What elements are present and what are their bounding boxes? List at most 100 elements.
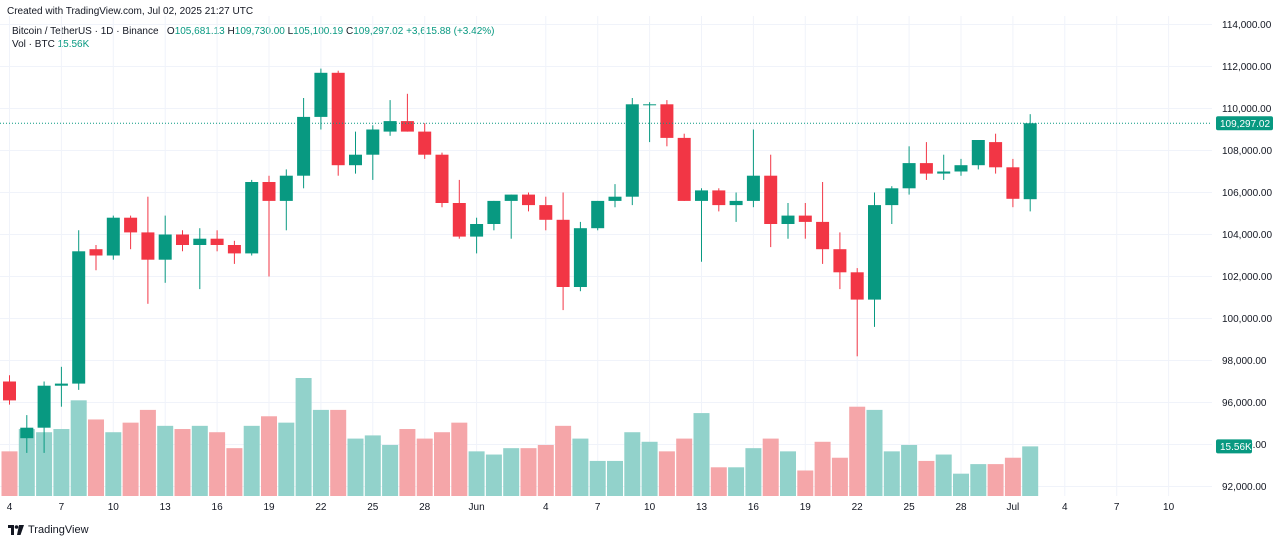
volume-bar [953, 473, 969, 496]
volume-bar [728, 467, 745, 496]
volume-bar [36, 432, 53, 496]
candle-body [660, 104, 674, 138]
date-tick-label: 25 [904, 502, 916, 513]
price-tick-label: 102,000.00 [1222, 272, 1272, 283]
high-value: 109,730.00 [234, 26, 285, 37]
volume-bar [209, 432, 226, 496]
volume-legend: Vol · BTC 15.56K [12, 39, 89, 50]
volume-bar [814, 441, 831, 496]
volume-bar [122, 422, 139, 496]
close-label: C [346, 26, 354, 37]
candle-body [487, 200, 501, 224]
candle-body [1006, 167, 1020, 199]
price-axis[interactable]: 92,000.0094,000.0096,000.0098,000.00100,… [1222, 20, 1272, 493]
candle-body [435, 154, 449, 203]
candle-body [54, 383, 68, 386]
candle-body [418, 131, 432, 155]
candle-body [400, 121, 414, 132]
price-tick-label: 104,000.00 [1222, 230, 1272, 241]
symbol-name[interactable]: Bitcoin / TetherUS · 1D · Binance [12, 26, 159, 37]
candle-body [764, 175, 778, 224]
volume-bar [987, 464, 1004, 496]
candle-body [176, 234, 189, 245]
volume-bar [191, 425, 208, 496]
candle-body [141, 232, 155, 260]
tradingview-footer[interactable]: TradingView [8, 524, 89, 536]
date-tick-label: 7 [595, 502, 601, 513]
candle-body [1023, 123, 1037, 200]
volume-bar [503, 448, 520, 496]
candle-body [573, 228, 587, 287]
date-tick-label: 4 [543, 502, 549, 513]
volume-bar [18, 429, 35, 496]
candle-body [885, 188, 899, 206]
volume-bar [243, 425, 260, 496]
volume-value: 15.56K [57, 39, 90, 50]
volume-bar [382, 444, 399, 496]
date-tick-label: 10 [1163, 502, 1175, 513]
time-axis[interactable]: 4 7 10 13 16 19 22 25 28 Jun 4 7 10 13 16 19 22 25 28 Jul 4 7… [7, 502, 1175, 513]
candle-body [591, 200, 605, 229]
date-tick-label: 22 [852, 502, 864, 513]
volume-bar [555, 425, 572, 496]
candle-body [608, 196, 622, 201]
candle-body [349, 154, 362, 166]
volume-bar [468, 451, 485, 496]
candle-body [20, 427, 34, 439]
last-volume-label: 15.56K [1220, 442, 1252, 453]
close-value: 109,297.02 [353, 26, 404, 37]
open-value: 105,681.13 [174, 26, 225, 37]
volume-label[interactable]: Vol · BTC [12, 39, 55, 50]
candle-body [504, 194, 518, 201]
price-tick-label: 108,000.00 [1222, 146, 1272, 157]
volume-bar [935, 454, 952, 496]
volume-bar [607, 460, 623, 496]
volume-bar [1004, 457, 1021, 496]
volume-bar [589, 460, 606, 496]
date-tick-label: 7 [59, 502, 65, 513]
candle-body [902, 163, 916, 189]
volume-bar [278, 422, 295, 496]
candle-body [816, 221, 830, 250]
price-candles [3, 68, 1037, 453]
volume-bar [88, 419, 104, 496]
volume-bar [70, 400, 87, 496]
volume-bar [918, 460, 935, 496]
date-tick-label: 16 [212, 502, 224, 513]
candle-body [210, 238, 224, 245]
price-tick-label: 114,000.00 [1222, 20, 1272, 31]
price-tick-label: 100,000.00 [1222, 314, 1272, 325]
volume-bar [330, 409, 347, 496]
candle-body [798, 215, 812, 222]
candle-body [954, 165, 968, 172]
tradingview-logo-icon [8, 525, 24, 535]
volume-bar [347, 438, 364, 496]
date-tick-label: 13 [696, 502, 708, 513]
chart-grid [0, 16, 1212, 496]
candle-body [314, 72, 328, 117]
volume-bars [1, 378, 1039, 496]
volume-bar [226, 448, 243, 496]
volume-bar [434, 432, 450, 496]
volume-bar [658, 451, 675, 496]
date-tick-label: 19 [800, 502, 812, 513]
date-tick-label: 25 [367, 502, 379, 513]
candle-body [712, 190, 726, 206]
candle-body [37, 385, 51, 428]
volume-bar [849, 406, 866, 496]
date-tick-label: 28 [955, 502, 967, 513]
candle-body [158, 234, 172, 260]
date-tick-label: 7 [1114, 502, 1120, 513]
change-value: +3,615.88 (+3.42%) [406, 26, 495, 37]
volume-bar [710, 467, 727, 496]
candle-body [470, 224, 484, 237]
candle-body [625, 104, 639, 197]
date-tick-label: 16 [748, 502, 760, 513]
volume-bar [295, 378, 312, 496]
candle-body [643, 104, 657, 106]
date-tick-label: 22 [315, 502, 327, 513]
price-tick-label: 106,000.00 [1222, 188, 1272, 199]
last-volume-tag: 15.56K [1216, 439, 1252, 454]
volume-bar [451, 422, 468, 496]
